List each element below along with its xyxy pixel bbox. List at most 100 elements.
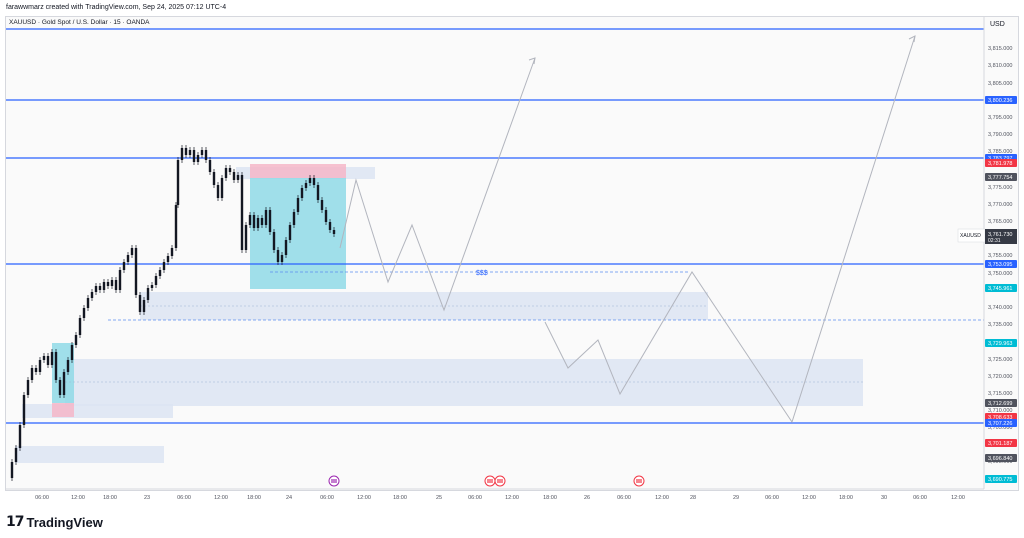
candle-body[interactable] xyxy=(268,210,272,232)
price-label[interactable]: 3,781.978 xyxy=(985,159,1017,167)
candle-body[interactable] xyxy=(236,175,240,180)
candle-body[interactable] xyxy=(264,210,268,225)
candle-body[interactable] xyxy=(272,232,276,250)
candle-body[interactable] xyxy=(220,178,224,198)
candle-body[interactable] xyxy=(328,222,332,230)
candle-body[interactable] xyxy=(62,372,66,395)
candle-body[interactable] xyxy=(212,172,216,185)
candle-body[interactable] xyxy=(38,360,42,372)
candle-body[interactable] xyxy=(30,368,34,380)
candle-body[interactable] xyxy=(192,150,196,162)
projection-path-2[interactable] xyxy=(544,35,916,424)
candle-body[interactable] xyxy=(170,248,174,256)
price-label[interactable]: 3,707.226 xyxy=(985,419,1017,427)
candle-body[interactable] xyxy=(240,175,244,250)
candle-body[interactable] xyxy=(196,155,200,162)
price-label[interactable]: 3,745.961 xyxy=(985,284,1017,292)
candle-body[interactable] xyxy=(288,225,292,240)
candle-body[interactable] xyxy=(256,218,260,228)
currency-label[interactable]: USD xyxy=(990,21,1005,28)
candle-body[interactable] xyxy=(66,360,70,372)
candle-body[interactable] xyxy=(184,148,188,155)
candle-body[interactable] xyxy=(118,270,122,290)
event-flag-us-icon[interactable] xyxy=(494,475,506,487)
candle-body[interactable] xyxy=(138,295,142,312)
candle-body[interactable] xyxy=(126,255,130,262)
candle-body[interactable] xyxy=(146,288,150,300)
candle-body[interactable] xyxy=(180,148,184,160)
price-label[interactable]: 3,696.840 xyxy=(985,454,1017,462)
candle-body[interactable] xyxy=(58,380,62,395)
candle-body[interactable] xyxy=(248,215,252,225)
chart-area[interactable] xyxy=(5,16,1019,491)
candle-body[interactable] xyxy=(292,212,296,225)
price-label[interactable]: 3,753.095 xyxy=(985,260,1017,268)
candle-body[interactable] xyxy=(74,335,78,345)
candle-body[interactable] xyxy=(188,150,192,155)
candle-body[interactable] xyxy=(320,200,324,210)
candle-body[interactable] xyxy=(216,185,220,198)
price-label[interactable]: 3,690.775 xyxy=(985,475,1017,483)
candle-body[interactable] xyxy=(252,215,256,228)
candle-body[interactable] xyxy=(176,160,180,205)
candle-body[interactable] xyxy=(94,286,98,292)
candle-body[interactable] xyxy=(142,300,146,312)
candle-body[interactable] xyxy=(228,168,232,172)
tradingview-brand[interactable]: 17 TradingView xyxy=(6,514,103,530)
candle-body[interactable] xyxy=(316,185,320,200)
price-label[interactable]: 3,712.699 xyxy=(985,399,1017,407)
candle-body[interactable] xyxy=(304,183,308,188)
candle-body[interactable] xyxy=(150,285,154,288)
candle-body[interactable] xyxy=(284,240,288,255)
candle-body[interactable] xyxy=(22,395,26,425)
candle-body[interactable] xyxy=(260,218,264,225)
candle-body[interactable] xyxy=(296,198,300,212)
projection-path-1[interactable] xyxy=(339,57,536,312)
zone-bottom[interactable] xyxy=(15,446,164,463)
candle-body[interactable] xyxy=(54,352,58,380)
candle-body[interactable] xyxy=(98,286,102,290)
candle-body[interactable] xyxy=(300,188,304,198)
candle-body[interactable] xyxy=(110,280,114,286)
candle-body[interactable] xyxy=(42,356,46,360)
candle-body[interactable] xyxy=(18,425,22,448)
candle-body[interactable] xyxy=(332,230,336,234)
candle-body[interactable] xyxy=(224,168,228,178)
event-lightning-icon[interactable] xyxy=(328,475,340,487)
candle-body[interactable] xyxy=(200,150,204,155)
candle-body[interactable] xyxy=(244,225,248,250)
candle-body[interactable] xyxy=(122,262,126,270)
candle-body[interactable] xyxy=(162,262,166,270)
candle-body[interactable] xyxy=(106,282,110,286)
symbol-title[interactable]: XAUUSD · Gold Spot / U.S. Dollar · 15 · … xyxy=(9,19,150,26)
candle-body[interactable] xyxy=(102,282,106,290)
candle-body[interactable] xyxy=(34,368,38,372)
candle-body[interactable] xyxy=(14,448,18,462)
candle-body[interactable] xyxy=(312,178,316,185)
candle-body[interactable] xyxy=(70,345,74,360)
long-position-stop-2[interactable] xyxy=(52,403,74,417)
candle-body[interactable] xyxy=(280,255,284,262)
long-position-stop[interactable] xyxy=(250,164,346,178)
candle-body[interactable] xyxy=(134,248,138,295)
price-label[interactable]: 3,800.236 xyxy=(985,96,1017,104)
price-label[interactable]: 3,701.187 xyxy=(985,439,1017,447)
candle-body[interactable] xyxy=(276,250,280,262)
event-flag-us-icon[interactable] xyxy=(484,475,496,487)
event-flag-us-icon[interactable] xyxy=(633,475,645,487)
candle-body[interactable] xyxy=(158,270,162,276)
price-label[interactable]: 3,729.963 xyxy=(985,339,1017,347)
candle-body[interactable] xyxy=(308,178,312,183)
price-label[interactable]: 3,777.754 xyxy=(985,173,1017,181)
candle-body[interactable] xyxy=(10,462,14,478)
candle-body[interactable] xyxy=(154,276,158,285)
candle-body[interactable] xyxy=(78,318,82,335)
candle-body[interactable] xyxy=(46,356,50,365)
zone-lower[interactable] xyxy=(65,359,863,406)
candle-body[interactable] xyxy=(204,150,208,160)
candle-body[interactable] xyxy=(50,352,54,365)
candle-body[interactable] xyxy=(166,256,170,262)
candle-body[interactable] xyxy=(90,292,94,298)
